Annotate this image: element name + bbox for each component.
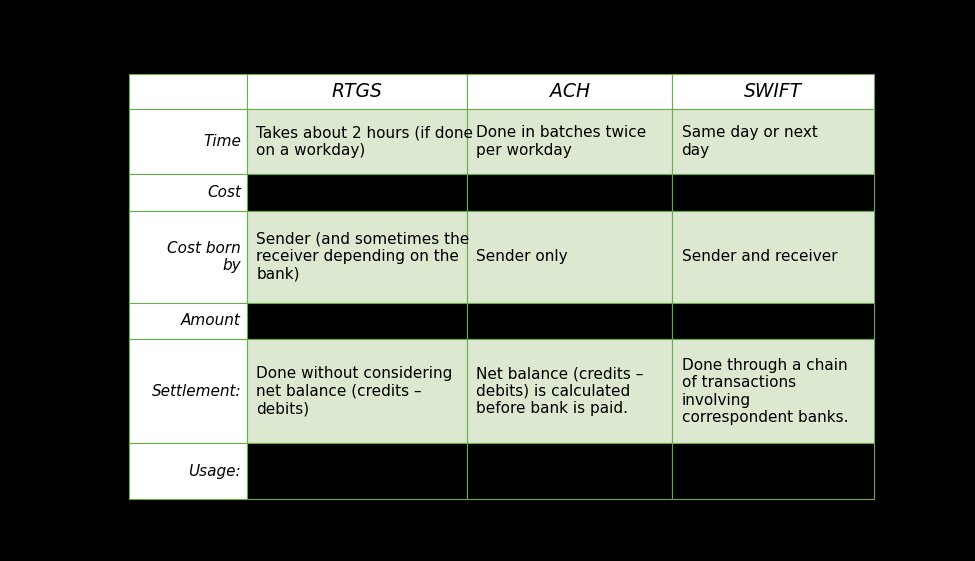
- Text: Settlement:: Settlement:: [151, 384, 241, 399]
- Bar: [130, 303, 248, 339]
- Bar: [467, 74, 673, 109]
- Text: Usage:: Usage:: [188, 464, 241, 479]
- Bar: [130, 174, 248, 210]
- Bar: [673, 109, 874, 174]
- Bar: [130, 109, 248, 174]
- Text: Amount: Amount: [181, 314, 241, 329]
- Bar: [467, 109, 673, 174]
- Text: Takes about 2 hours (if done
on a workday): Takes about 2 hours (if done on a workda…: [256, 125, 473, 158]
- Bar: [130, 74, 248, 109]
- Text: Done without considering
net balance (credits –
debits): Done without considering net balance (cr…: [256, 366, 452, 416]
- Text: Cost born
by: Cost born by: [168, 241, 241, 273]
- Text: ACH: ACH: [550, 82, 590, 101]
- Text: Sender (and sometimes the
receiver depending on the
bank): Sender (and sometimes the receiver depen…: [256, 232, 470, 282]
- Bar: [248, 74, 467, 109]
- Text: Cost: Cost: [207, 185, 241, 200]
- Bar: [248, 444, 467, 499]
- Bar: [130, 210, 248, 303]
- Bar: [673, 74, 874, 109]
- Bar: [673, 339, 874, 444]
- Bar: [248, 303, 467, 339]
- Bar: [467, 444, 673, 499]
- Bar: [467, 210, 673, 303]
- Bar: [673, 174, 874, 210]
- Bar: [673, 444, 874, 499]
- Bar: [467, 174, 673, 210]
- Text: Done through a chain
of transactions
involving
correspondent banks.: Done through a chain of transactions inv…: [682, 358, 848, 425]
- Bar: [673, 210, 874, 303]
- Text: Sender only: Sender only: [477, 249, 568, 264]
- Bar: [248, 109, 467, 174]
- Text: Net balance (credits –
debits) is calculated
before bank is paid.: Net balance (credits – debits) is calcul…: [477, 366, 644, 416]
- Bar: [467, 303, 673, 339]
- Bar: [248, 339, 467, 444]
- Text: RTGS: RTGS: [332, 82, 383, 101]
- Text: Time: Time: [203, 134, 241, 149]
- Bar: [130, 444, 248, 499]
- Text: Done in batches twice
per workday: Done in batches twice per workday: [477, 125, 646, 158]
- Text: Same day or next
day: Same day or next day: [682, 125, 817, 158]
- Bar: [248, 174, 467, 210]
- Text: Sender and receiver: Sender and receiver: [682, 249, 838, 264]
- Text: SWIFT: SWIFT: [744, 82, 802, 101]
- Bar: [130, 339, 248, 444]
- Bar: [673, 303, 874, 339]
- Bar: [248, 210, 467, 303]
- Bar: [467, 339, 673, 444]
